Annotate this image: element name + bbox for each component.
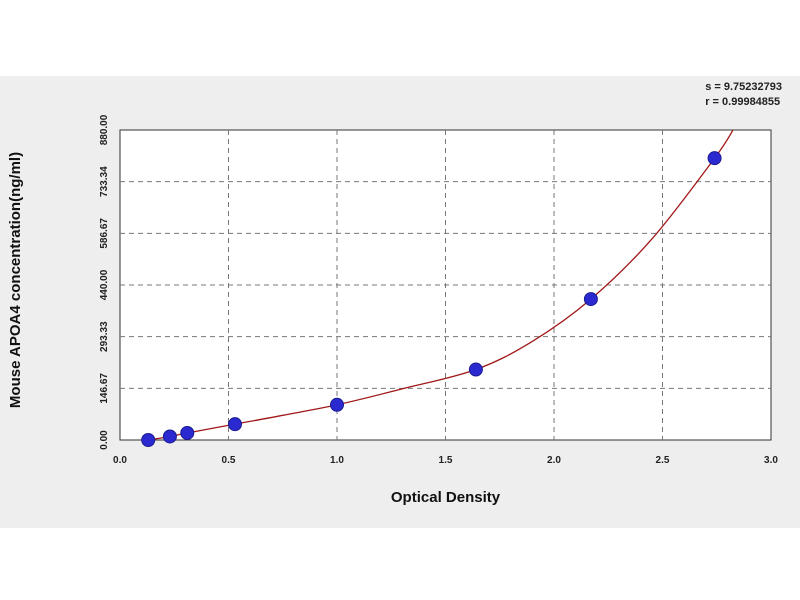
data-point (583, 292, 598, 307)
data-point (180, 425, 195, 440)
x-tick-label: 1.0 (330, 455, 344, 466)
y-tick-label: 733.34 (99, 166, 110, 197)
data-points (141, 151, 722, 447)
x-tick-label: 2.0 (547, 455, 561, 466)
grid-lines (120, 130, 771, 440)
top-band (0, 0, 800, 76)
x-axis-title: Optical Density (391, 489, 501, 506)
y-axis-ticks: 0.00 146.67 293.33 440.00 586.67 733.34 880.00 (99, 114, 110, 449)
x-tick-label: 0.0 (113, 455, 127, 466)
y-tick-label: 440.00 (99, 269, 110, 300)
y-tick-label: 586.67 (99, 218, 110, 249)
x-tick-label: 2.5 (656, 455, 670, 466)
data-point (228, 417, 243, 432)
data-point (468, 362, 483, 377)
y-tick-label: 0.00 (99, 430, 110, 450)
s-value: s = 9.75232793 (705, 81, 782, 93)
fit-statistics: s = 9.75232793 r = 0.99984855 (705, 80, 782, 110)
data-point (330, 397, 344, 412)
r-value: r = 0.99984855 (705, 96, 781, 108)
y-axis-title: Mouse APOA4 concentration(ng/ml) (7, 152, 24, 408)
y-tick-label: 880.00 (99, 114, 110, 145)
data-point (162, 429, 177, 444)
y-tick-label: 293.33 (99, 321, 110, 352)
x-tick-label: 3.0 (764, 455, 778, 466)
y-tick-label: 146.67 (99, 373, 110, 404)
x-tick-label: 1.5 (439, 455, 453, 466)
data-point (707, 151, 722, 166)
x-axis-ticks: 0.0 0.5 1.0 1.5 2.0 2.5 3.0 (113, 455, 778, 466)
x-tick-label: 0.5 (222, 455, 236, 466)
data-point (141, 433, 156, 447)
